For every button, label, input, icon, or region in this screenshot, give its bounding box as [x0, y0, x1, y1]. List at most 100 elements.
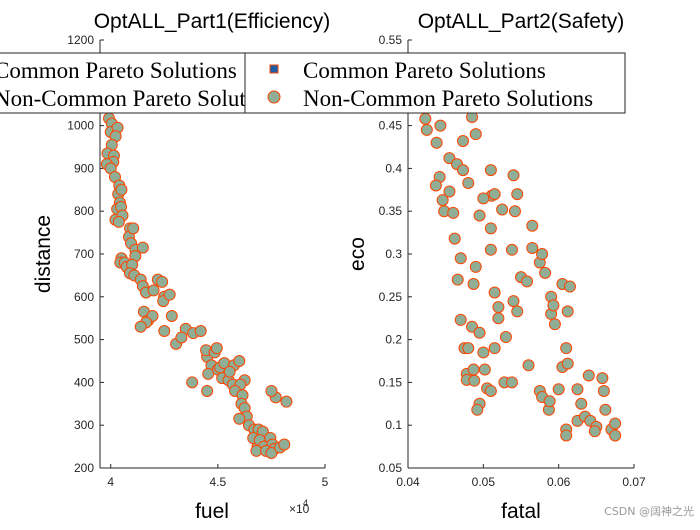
- safety-data-point: [599, 403, 612, 416]
- efficiency-data-point: [265, 447, 278, 460]
- safety-y-tick-label: 0.05: [379, 461, 403, 475]
- efficiency-data-point: [147, 284, 160, 297]
- safety-y-ticks: 0.050.10.150.20.250.30.350.40.450.50.55: [379, 33, 412, 475]
- safety-data-point: [419, 112, 432, 125]
- safety-x-tick-label: 0.04: [396, 475, 420, 489]
- efficiency-y-tick-label: 500: [74, 333, 94, 347]
- efficiency-legend-box: [0, 52, 263, 114]
- legend-noncommon-circle-marker: [267, 90, 281, 104]
- safety-data-point: [526, 242, 539, 255]
- safety-data-point: [484, 243, 497, 256]
- safety-data-point: [434, 119, 447, 132]
- safety-data-point: [443, 185, 456, 198]
- safety-data-point: [526, 219, 539, 232]
- efficiency-data-point: [156, 275, 169, 288]
- safety-y-tick-label: 0.15: [379, 375, 403, 389]
- safety-y-tick-label: 0.25: [379, 290, 403, 304]
- safety-data-point: [454, 252, 467, 265]
- safety-data-point: [456, 135, 469, 148]
- safety-legend-common-label: Common Pareto Solutions: [303, 58, 546, 83]
- efficiency-y-tick-label: 300: [74, 418, 94, 432]
- safety-data-point: [484, 222, 497, 235]
- safety-data-point: [536, 248, 549, 260]
- safety-data-point: [488, 286, 501, 299]
- efficiency-legend: Common Pareto Solutions Non-Common Paret…: [0, 52, 284, 114]
- safety-x-tick-label: 0.06: [547, 475, 571, 489]
- safety-data-point: [507, 295, 520, 308]
- safety-data-point: [521, 275, 534, 288]
- safety-data-point: [511, 305, 524, 318]
- safety-data-point: [560, 429, 573, 442]
- safety-data-point: [488, 188, 501, 201]
- safety-chart-title: OptALL_Part2(Safety): [418, 10, 625, 33]
- efficiency-data-point: [134, 320, 147, 333]
- efficiency-x-tick-label: 5: [322, 475, 329, 489]
- efficiency-y-tick-label: 600: [74, 290, 94, 304]
- efficiency-data-point: [136, 241, 149, 254]
- efficiency-x-ticks: 4 4.5 5: [107, 464, 329, 489]
- safety-data-point: [560, 342, 573, 355]
- efficiency-data-point: [194, 325, 207, 338]
- safety-data-point: [484, 164, 497, 177]
- safety-data-point: [582, 369, 595, 382]
- safety-legend-box: [244, 52, 626, 114]
- efficiency-points: [100, 112, 293, 460]
- legend-common-square-marker: [269, 64, 279, 74]
- safety-y-tick-label: 0.4: [385, 161, 402, 175]
- safety-data-point: [467, 277, 480, 290]
- safety-data-point: [508, 205, 521, 218]
- safety-x-ticks: 0.04 0.05 0.06 0.07: [396, 464, 646, 489]
- efficiency-x-tick-label: 4.5: [210, 475, 227, 489]
- safety-data-point: [484, 384, 497, 397]
- safety-data-point: [454, 313, 467, 326]
- safety-data-point: [563, 280, 576, 293]
- efficiency-y-tick-label: 700: [74, 247, 94, 261]
- safety-y-tick-label: 0.35: [379, 204, 403, 218]
- safety-y-tick-label: 0.45: [379, 119, 403, 133]
- safety-data-point: [488, 342, 501, 355]
- safety-data-point: [473, 209, 486, 222]
- efficiency-data-point: [210, 342, 223, 355]
- safety-data-point: [597, 384, 610, 397]
- efficiency-x-exponent-power: 4: [303, 498, 308, 508]
- efficiency-data-point: [112, 215, 125, 228]
- safety-legend: Common Pareto Solutions Non-Common Paret…: [244, 52, 626, 114]
- safety-data-point: [477, 192, 490, 205]
- efficiency-data-point: [201, 384, 214, 397]
- safety-data-point: [469, 260, 482, 273]
- efficiency-data-point: [280, 395, 293, 408]
- safety-data-point: [505, 376, 518, 389]
- safety-data-point: [609, 429, 622, 442]
- efficiency-data-point: [278, 438, 291, 451]
- efficiency-x-axis-label: fuel: [195, 500, 229, 523]
- safety-data-point: [522, 359, 535, 372]
- efficiency-data-point: [233, 412, 246, 425]
- safety-data-point: [430, 136, 443, 149]
- safety-points: [419, 111, 622, 442]
- safety-data-point: [548, 318, 561, 331]
- efficiency-y-tick-label: 1000: [67, 119, 94, 133]
- safety-x-tick-label: 0.07: [622, 475, 646, 489]
- safety-data-point: [469, 128, 482, 141]
- efficiency-y-tick-label: 800: [74, 204, 94, 218]
- safety-y-axis-label: eco: [346, 237, 369, 271]
- safety-y-tick-label: 0.2: [385, 333, 402, 347]
- safety-data-point: [496, 203, 509, 216]
- safety-data-point: [467, 363, 480, 376]
- safety-y-tick-label: 0.55: [379, 33, 403, 47]
- safety-data-point: [507, 169, 520, 182]
- efficiency-data-point: [115, 183, 128, 196]
- safety-data-point: [588, 425, 601, 438]
- efficiency-data-point: [265, 384, 278, 397]
- efficiency-data-point: [163, 288, 176, 301]
- safety-data-point: [539, 266, 552, 279]
- safety-data-point: [462, 342, 475, 355]
- safety-data-point: [429, 179, 442, 192]
- watermark-text: CSDN @阔神之光: [604, 505, 694, 518]
- safety-data-point: [511, 188, 524, 201]
- safety-data-point: [547, 299, 560, 312]
- safety-data-point: [448, 232, 461, 245]
- safety-data-point: [596, 372, 609, 385]
- efficiency-data-point: [127, 222, 140, 235]
